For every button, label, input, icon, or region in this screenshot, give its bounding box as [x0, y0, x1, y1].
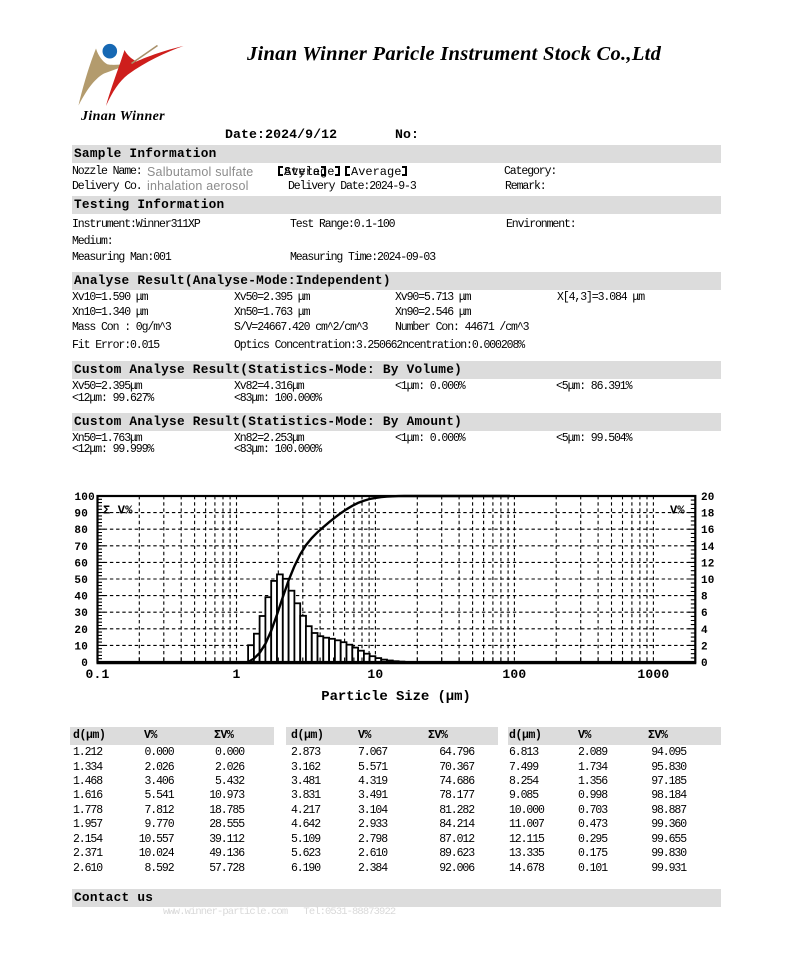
svg-text:0: 0	[701, 658, 708, 670]
svg-text:18: 18	[701, 509, 715, 521]
svg-text:80: 80	[74, 525, 88, 537]
svg-text:30: 30	[74, 608, 88, 620]
svg-text:16: 16	[701, 525, 715, 537]
svg-text:1: 1	[232, 667, 240, 682]
svg-text:4: 4	[701, 625, 708, 637]
svg-text:100: 100	[75, 492, 95, 504]
svg-text:90: 90	[74, 509, 88, 521]
svg-text:1000: 1000	[637, 667, 669, 682]
svg-text:6: 6	[701, 608, 708, 620]
svg-text:2: 2	[701, 641, 708, 653]
svg-text:50: 50	[74, 575, 88, 587]
svg-text:10: 10	[701, 575, 715, 587]
svg-text:20: 20	[701, 492, 715, 504]
svg-text:20: 20	[74, 625, 88, 637]
svg-text:8: 8	[701, 592, 708, 604]
svg-text:Σ V%: Σ V%	[103, 504, 133, 518]
svg-text:100: 100	[502, 667, 526, 682]
svg-text:0.1: 0.1	[85, 667, 109, 682]
svg-text:14: 14	[701, 542, 715, 554]
svg-text:V%: V%	[670, 504, 685, 518]
svg-text:Particle Size (μm): Particle Size (μm)	[321, 689, 470, 705]
svg-text:12: 12	[701, 558, 715, 570]
svg-text:60: 60	[74, 558, 88, 570]
svg-text:40: 40	[74, 592, 88, 604]
svg-text:70: 70	[74, 542, 88, 554]
svg-text:0: 0	[81, 658, 88, 670]
svg-text:10: 10	[74, 641, 88, 653]
svg-text:10: 10	[367, 667, 383, 682]
